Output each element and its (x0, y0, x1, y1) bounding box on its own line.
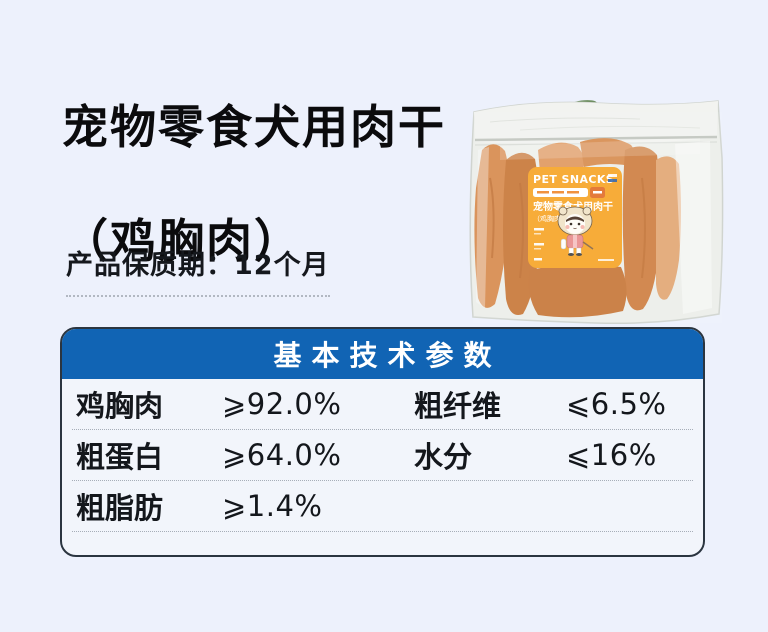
package-label: PET SNACKS 宠物零食犬用肉干 （鸡胸肉） (528, 167, 622, 268)
label-banner-text-mark (537, 191, 549, 194)
page-title: 宠物零食犬用肉干 （鸡胸肉） (62, 42, 446, 270)
spec-row-1: 鸡胸肉 ⩾92.0% 粗纤维 ⩽6.5% (72, 379, 693, 430)
product-photo: PET SNACKS 宠物零食犬用肉干 （鸡胸肉） (460, 88, 732, 333)
spec-label: 粗蛋白 (76, 440, 164, 474)
spec-value: ⩾1.4% (222, 489, 323, 523)
package-illustration: PET SNACKS 宠物零食犬用肉干 （鸡胸肉） (469, 100, 724, 325)
shelf-life-text: 产品保质期：12个月 (66, 243, 330, 297)
label-badge-mark (593, 191, 602, 194)
spec-value: ⩽6.5% (566, 387, 667, 421)
label-logo-mark (608, 174, 617, 177)
page-title-line2: （鸡胸肉） (62, 214, 302, 269)
bag-crinkle (519, 125, 701, 131)
spec-row-3: 粗脂肪 ⩾1.4% (72, 481, 693, 532)
spec-value: ⩾64.0% (222, 438, 342, 472)
spec-value: ⩽16% (566, 438, 657, 472)
package-variant: （鸡胸肉） (533, 214, 568, 223)
spec-label: 水分 (414, 440, 473, 474)
spec-table-body: 鸡胸肉 ⩾92.0% 粗纤维 ⩽6.5% 粗蛋白 ⩾64.0% 水分 ⩽16% … (62, 379, 703, 532)
label-logo-mark2 (608, 179, 617, 182)
spec-value: ⩾92.0% (222, 387, 342, 421)
bag-glare (473, 112, 722, 323)
spec-row-2: 粗蛋白 ⩾64.0% 水分 ⩽16% (72, 430, 693, 481)
mascot-character-icon (557, 206, 594, 256)
spec-label: 鸡胸肉 (76, 389, 164, 423)
package-brand: PET SNACKS (533, 173, 614, 186)
spec-table: 基本技术参数 鸡胸肉 ⩾92.0% 粗纤维 ⩽6.5% 粗蛋白 ⩾64.0% 水… (60, 327, 705, 557)
spec-label: 粗脂肪 (76, 491, 164, 525)
bag-crinkle (489, 117, 641, 123)
page-title-line1: 宠物零食犬用肉干 (62, 100, 446, 155)
label-banner-text-mark (567, 191, 579, 194)
label-banner-text-mark (552, 191, 564, 194)
label-info-marks (534, 228, 614, 261)
package-product-name: 宠物零食犬用肉干 (533, 200, 613, 213)
bag-top-fold (474, 101, 718, 145)
bag-zipper-line (474, 135, 718, 142)
spec-table-header: 基本技术参数 (62, 329, 703, 379)
spec-label: 粗纤维 (414, 389, 502, 423)
jerky-strips (474, 138, 681, 318)
